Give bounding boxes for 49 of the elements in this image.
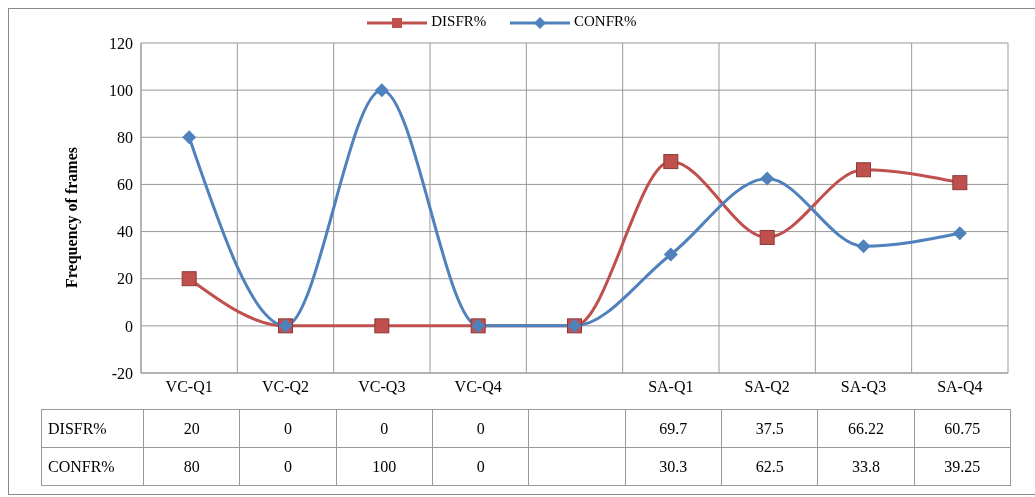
x-tick-label: SA-Q3 [840,378,887,396]
point [952,175,968,191]
y-tick-label: 80 [117,128,133,146]
x-tick-label: SA-Q2 [744,378,790,396]
data-label: 0 [336,409,433,448]
x-tick-label: VC-Q4 [454,378,502,396]
x-tick-label: SA-Q4 [937,378,983,396]
data-label: 62.5 [721,447,818,486]
data-label: 39.25 [914,447,1011,486]
y-tick-label: 120 [109,34,133,52]
data-label: 60.75 [914,409,1011,448]
point [856,239,871,254]
data-label: 37.5 [721,409,818,448]
point [374,318,390,334]
y-tick-label: 0 [125,317,133,335]
y-tick-label: 20 [117,270,133,288]
point [856,162,871,178]
x-tick-label: VC-Q2 [261,378,310,396]
y-tick-label: 40 [117,223,133,241]
legend-label: DISFR% [430,13,487,29]
y-tick-label: 100 [109,81,133,99]
text: CONFR% [48,457,115,475]
point [181,271,197,287]
y-tick-label: 60 [117,176,133,194]
x-tick-label: VC-Q1 [165,378,213,396]
x-tick-label: SA-Q1 [648,378,694,396]
data-label: 33.8 [817,447,915,486]
data-label: 0 [432,409,529,448]
data-label: 0 [239,447,337,486]
data-label: 30.3 [625,447,722,486]
data-label: 20 [143,409,240,448]
point [759,229,775,245]
x-tick-label: VC-Q3 [358,378,406,396]
y-tick-label: -20 [111,364,133,382]
point [182,130,197,145]
text: DISFR% [48,419,107,437]
point [760,171,775,186]
data-label: 0 [239,409,337,448]
point [374,83,389,98]
data-label: 100 [336,447,433,486]
data-label: 0 [432,447,529,486]
point [663,154,679,170]
point [663,247,678,262]
data-label: 69.7 [625,409,722,448]
legend-label: CONFR% [573,13,637,29]
y-axis-title: Frequency of frames [62,147,81,288]
data-label: 66.22 [817,409,915,448]
point [952,226,967,241]
data-label: 80 [143,447,240,486]
